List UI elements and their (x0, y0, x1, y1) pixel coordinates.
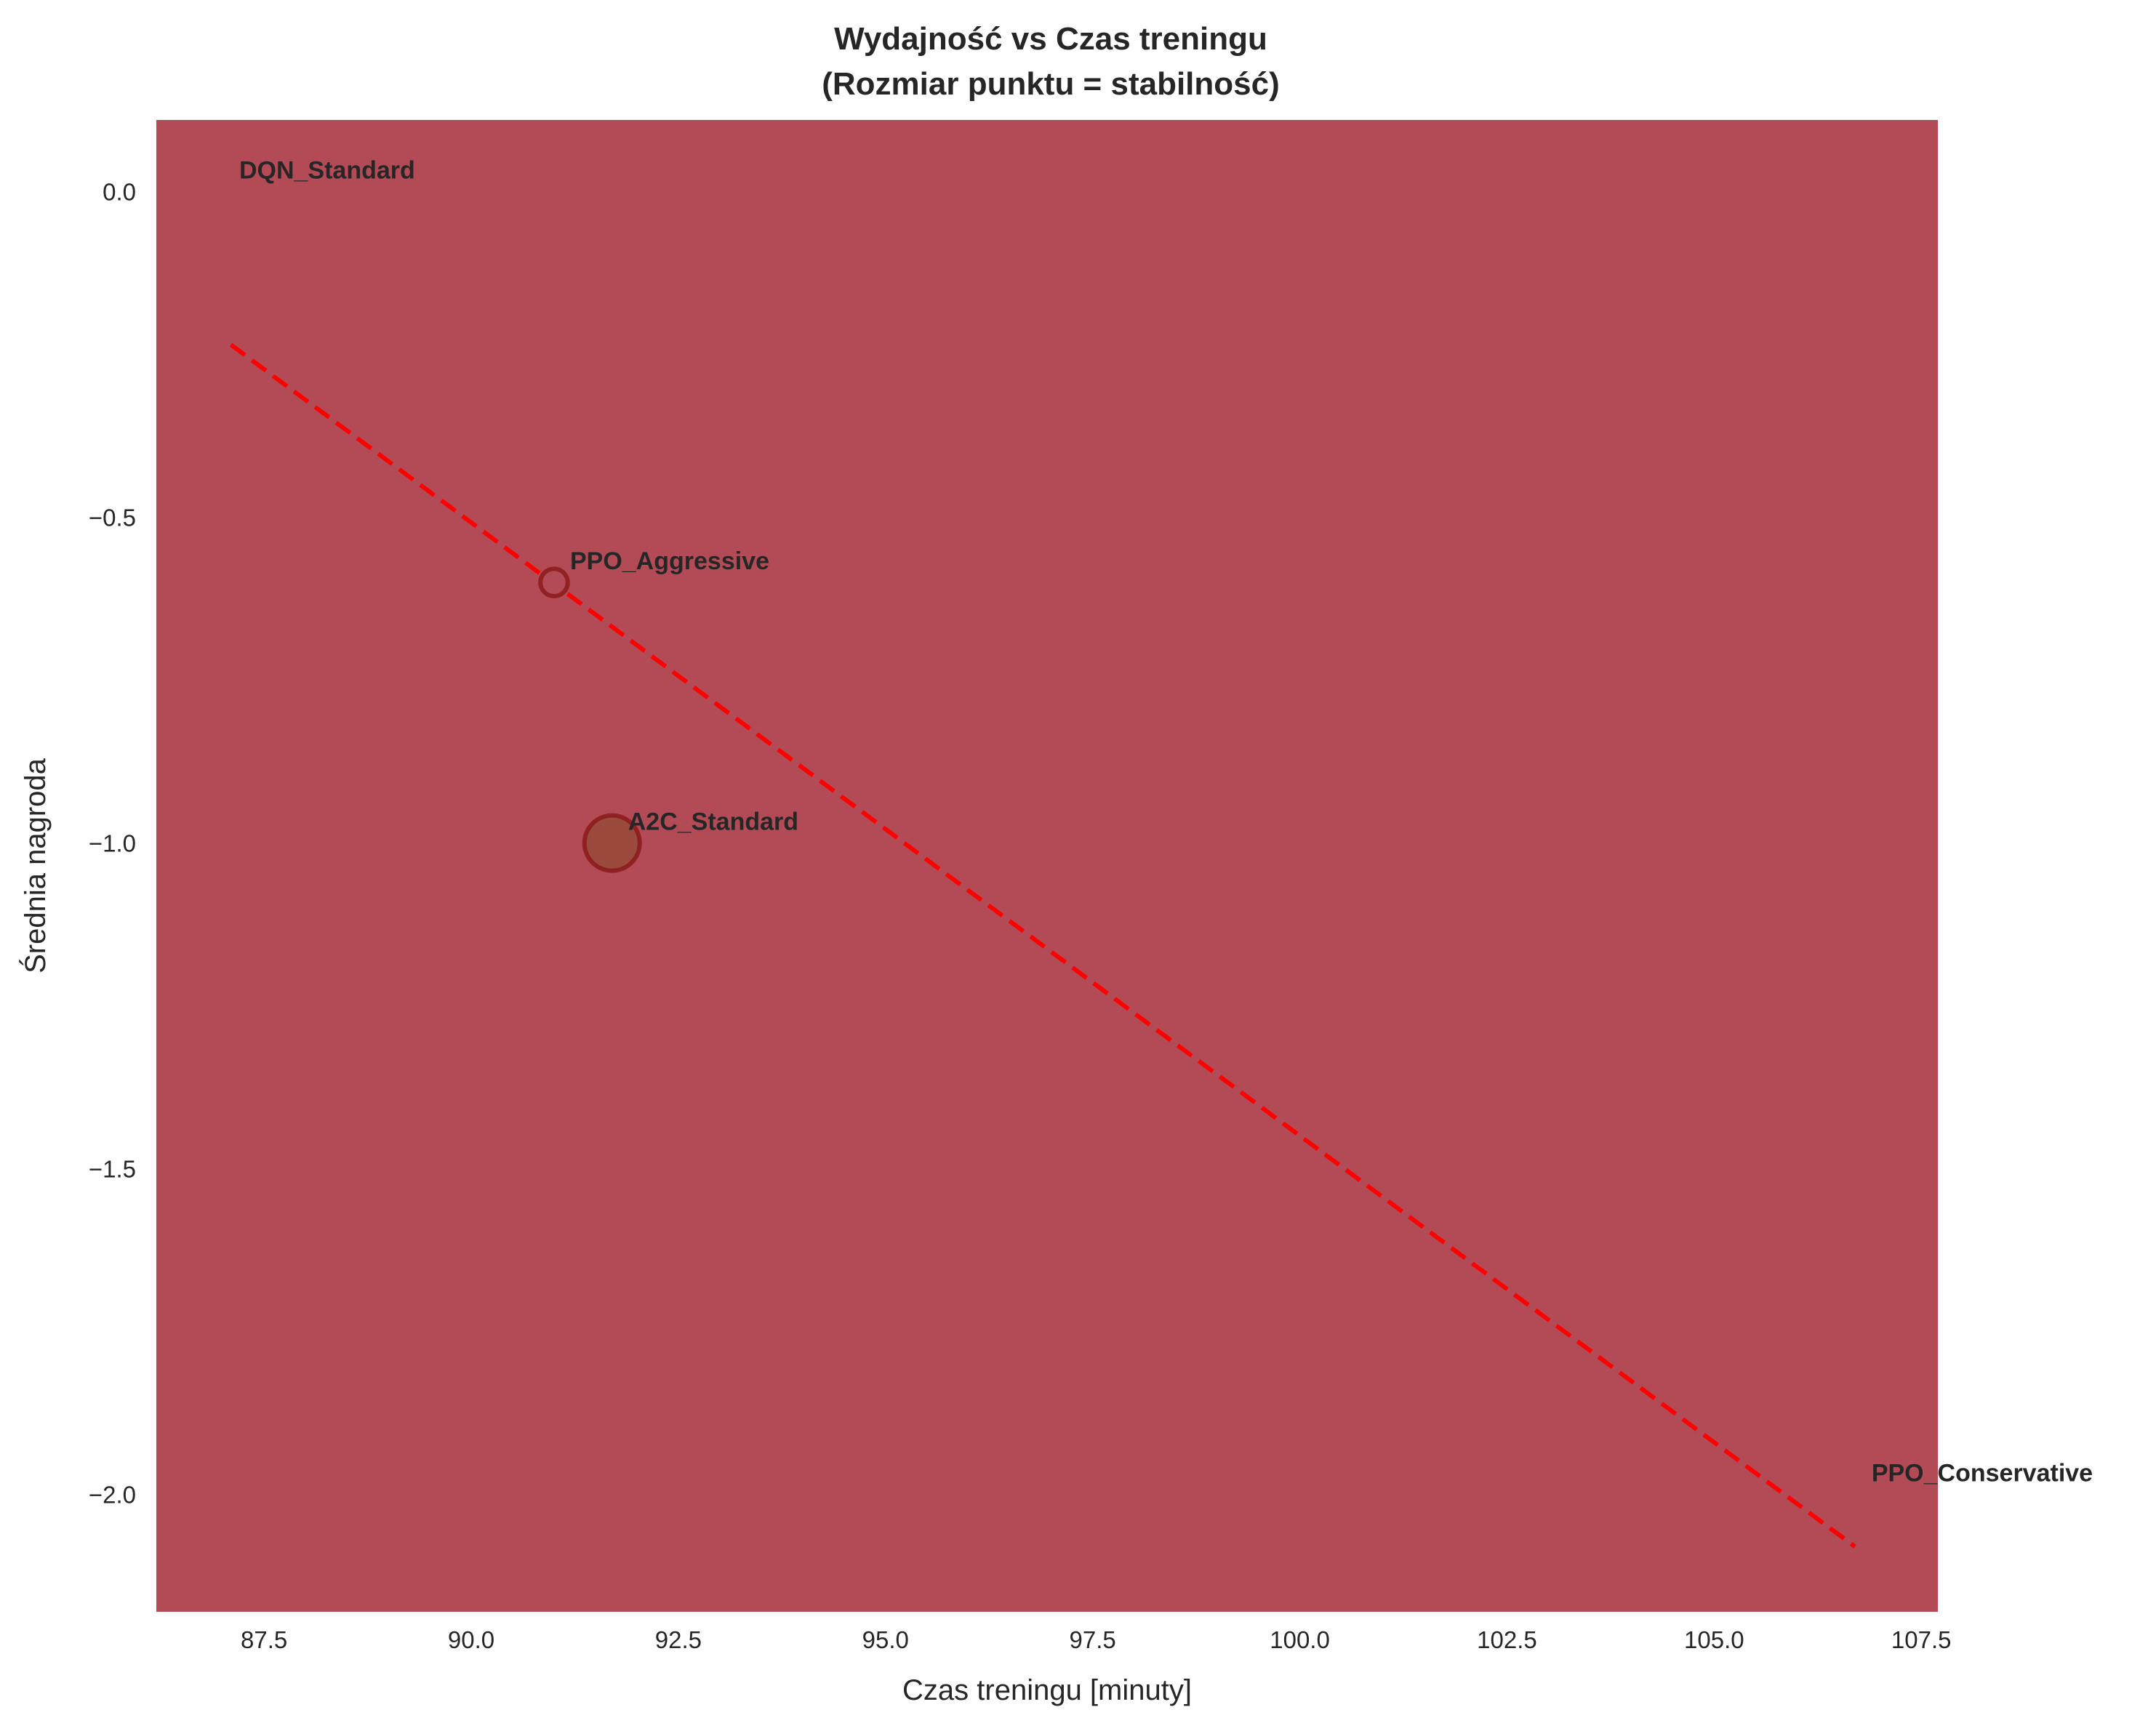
trend-line (229, 342, 1856, 1549)
chart-title-line1: Wydajność vs Czas treningu (834, 21, 1267, 57)
x-tick-label: 102.5 (1477, 1626, 1537, 1653)
x-tick-label: 95.0 (862, 1626, 909, 1653)
plot-area (156, 120, 1938, 1612)
x-axis: 87.5 90.0 92.5 95.0 97.5 100.0 102.5 105.0 107.5 (241, 1626, 1951, 1653)
y-axis-label: Średnia nagroda (18, 758, 52, 973)
x-tick-label: 87.5 (241, 1626, 287, 1653)
point-label: PPO_Aggressive (570, 547, 769, 575)
x-tick-label: 90.0 (448, 1626, 494, 1653)
data-point (582, 813, 642, 873)
x-axis-label: Czas treningu [minuty] (902, 1674, 1192, 1706)
y-axis: 0.0 −0.5 −1.0 −1.5 −2.0 (89, 179, 136, 1509)
point-label: A2C_Standard (628, 808, 798, 836)
y-tick-label: −1.0 (89, 830, 136, 857)
x-tick-label: 97.5 (1070, 1626, 1116, 1653)
x-tick-label: 92.5 (655, 1626, 702, 1653)
y-tick-label: −2.0 (89, 1482, 136, 1509)
y-tick-label: −1.5 (89, 1156, 136, 1183)
x-tick-label: 105.0 (1684, 1626, 1744, 1653)
y-tick-label: −0.5 (89, 505, 136, 531)
point-label: PPO_Conservative (1872, 1460, 2093, 1487)
point-label: DQN_Standard (239, 157, 415, 185)
data-point (538, 566, 570, 599)
x-tick-label: 107.5 (1891, 1626, 1952, 1653)
y-tick-label: 0.0 (103, 179, 136, 206)
x-tick-label: 100.0 (1270, 1626, 1330, 1653)
data-points: DQN_Standard PPO_Aggressive A2C_Standard PP… (239, 157, 2093, 1487)
chart-title-line2: (Rozmiar punktu = stabilność) (822, 66, 1280, 102)
